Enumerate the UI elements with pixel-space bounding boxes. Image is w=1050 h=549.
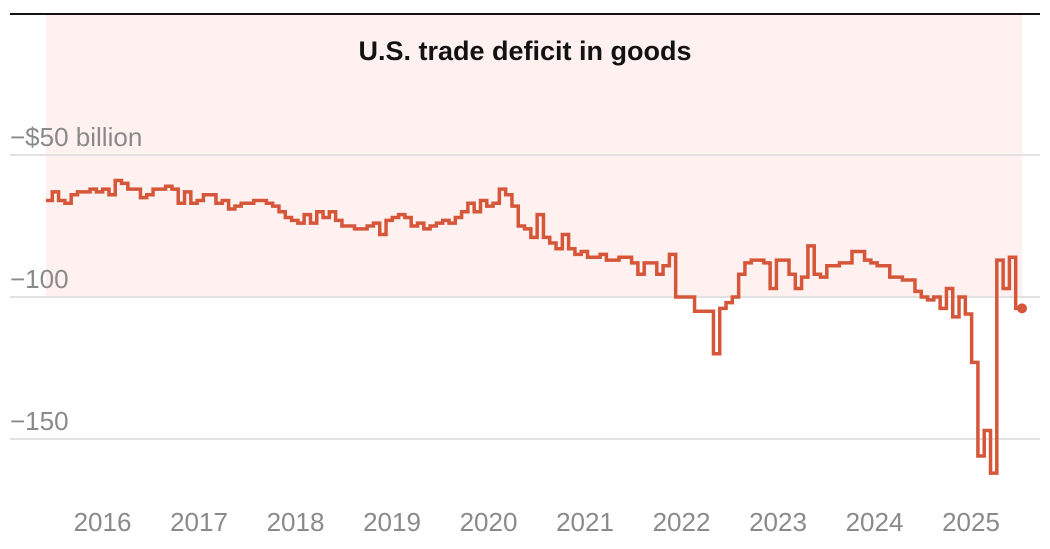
x-tick-label: 2019 <box>363 507 421 537</box>
y-tick-label: −150 <box>10 406 69 436</box>
y-axis-ticks: −$50 billion −100 −150 <box>10 122 142 436</box>
y-tick-label: −100 <box>10 264 69 294</box>
x-axis-ticks: 2016 2017 2018 2019 2020 2021 2022 2023 2024 2025 <box>74 507 1000 537</box>
x-tick-label: 2017 <box>170 507 228 537</box>
x-tick-label: 2021 <box>556 507 614 537</box>
x-tick-label: 2024 <box>846 507 904 537</box>
series-line-trade-deficit <box>46 178 1022 475</box>
y-tick-label: −$50 billion <box>10 122 142 152</box>
grid-lines <box>10 154 1040 440</box>
x-tick-label: 2018 <box>267 507 325 537</box>
x-tick-label: 2023 <box>749 507 807 537</box>
series-end-point <box>1017 303 1027 314</box>
x-tick-label: 2025 <box>942 507 1000 537</box>
x-tick-label: 2022 <box>653 507 711 537</box>
chart-title: U.S. trade deficit in goods <box>358 36 691 66</box>
x-tick-label: 2020 <box>460 507 518 537</box>
x-tick-label: 2016 <box>74 507 132 537</box>
